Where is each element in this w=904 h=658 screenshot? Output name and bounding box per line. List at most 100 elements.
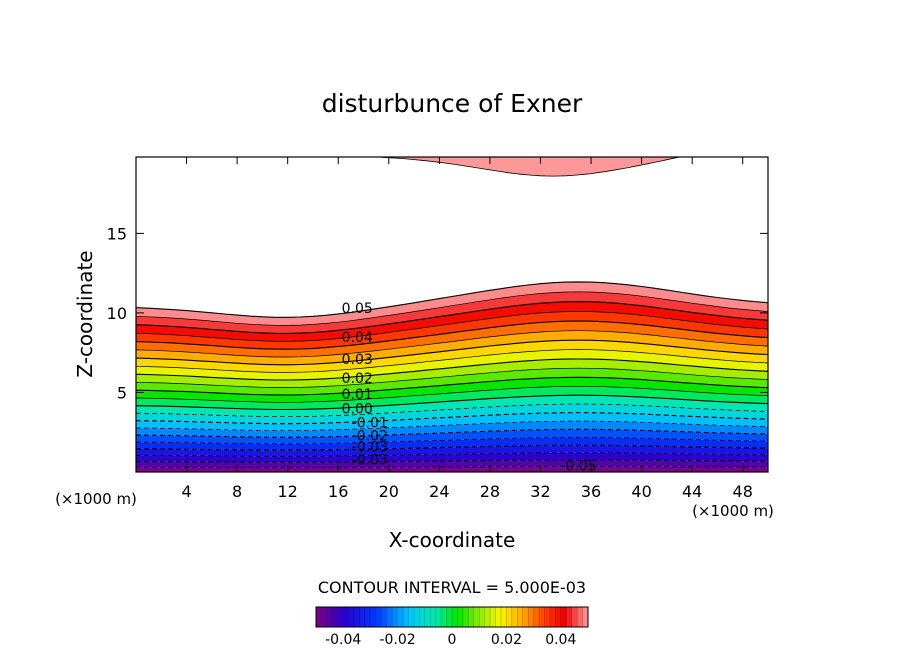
colorbar-swatch [506, 607, 513, 627]
x-tick-label: 48 [733, 482, 753, 501]
contour-line [136, 444, 768, 451]
colorbar-swatch [539, 607, 545, 627]
contour-band [136, 395, 768, 417]
y-tick-label: 5 [117, 383, 127, 402]
colorbar-swatch [495, 607, 502, 627]
colorbar-swatch [549, 607, 556, 627]
contour-band [136, 421, 768, 438]
contour-line [136, 394, 768, 411]
contour-label: -0.02 [352, 428, 388, 444]
contour-lines [136, 281, 768, 468]
contour-band [136, 412, 768, 431]
contour-line [136, 339, 768, 366]
contour-line [136, 437, 768, 445]
colorbar-swatch [555, 607, 562, 627]
upper-positive-region [376, 157, 680, 177]
contour-line [136, 420, 768, 431]
colorbar-swatch [473, 607, 480, 627]
colorbar-swatch [511, 607, 518, 627]
contour-line [136, 403, 768, 418]
x-tick-label: 32 [530, 482, 550, 501]
x-tick-label: 8 [232, 482, 242, 501]
colorbar-swatch [337, 607, 344, 627]
colorbar-swatch [435, 607, 442, 627]
contour-band [136, 340, 768, 373]
contour-label: 0.04 [342, 330, 373, 346]
colorbar-frame [315, 606, 589, 628]
colorbar-swatch [343, 607, 349, 627]
contour-line [136, 412, 768, 425]
x-tick-label: 4 [181, 482, 191, 501]
colorbar-swatch [424, 607, 431, 627]
colorbar-swatch [397, 607, 404, 627]
colorbar-ticks: -0.04 -0.02 0 0.02 0.04 [325, 632, 576, 648]
contour-label: -0.01 [352, 416, 388, 432]
contour-band [136, 301, 768, 342]
colorbar-tick-label: 0.04 [545, 632, 576, 648]
x-axis-label: X-coordinate [389, 528, 516, 552]
colorbar-swatch [446, 607, 453, 627]
x-tick-label: 16 [328, 482, 348, 501]
contour-label: 0.02 [342, 371, 373, 387]
colorbar-swatch [457, 607, 464, 627]
contour-band [136, 386, 768, 410]
y-ticks: 5 10 15 [107, 224, 768, 402]
x-tick-label: 44 [682, 482, 702, 501]
contour-line [136, 349, 768, 373]
colorbar-swatch [484, 607, 491, 627]
contour-interval-label: CONTOUR INTERVAL = 5.000E-03 [318, 578, 586, 597]
colorbar-swatch [359, 607, 366, 627]
colorbar-tick-label: 0.02 [491, 632, 522, 648]
contour-band [136, 368, 768, 395]
x-unit-left: (×1000 m) [55, 490, 137, 508]
colorbar-swatch [571, 607, 578, 627]
contour-band [136, 459, 768, 468]
contour-line [136, 301, 768, 334]
contour-band [136, 377, 768, 403]
contour-band [136, 321, 768, 357]
colorbar-swatch [392, 607, 398, 627]
x-tick-label: 12 [278, 482, 298, 501]
colorbar-swatch [528, 607, 534, 627]
contour-line [136, 330, 768, 358]
colorbar-swatch [375, 607, 382, 627]
x-tick-label: 20 [379, 482, 399, 501]
colorbar-swatch [468, 607, 475, 627]
contour-labels: 0.050.040.030.020.010.00-0.01-0.02-0.03-… [342, 301, 597, 475]
colorbar-swatch [386, 607, 393, 627]
colorbar-swatch [566, 607, 572, 627]
colorbar-swatch [490, 607, 496, 627]
colorbar-swatch [441, 607, 447, 627]
colorbar-swatch [381, 607, 388, 627]
contour-band [136, 311, 768, 350]
colorbar-swatch [321, 607, 328, 627]
colorbar-swatch [533, 607, 540, 627]
x-tick-label: 28 [480, 482, 500, 501]
contour-line [136, 466, 768, 468]
colorbar-swatch [403, 607, 409, 627]
colorbar-swatch [354, 607, 360, 627]
colorbar-swatch [452, 607, 458, 627]
y-tick-label: 10 [107, 304, 127, 323]
colorbar-swatch [413, 607, 420, 627]
colorbar-swatch [560, 607, 567, 627]
colorbar-swatch [419, 607, 426, 627]
colorbar-swatch [326, 607, 333, 627]
colorbar-swatch [332, 607, 339, 627]
colorbar-swatch [316, 607, 322, 627]
x-tick-label: 24 [429, 482, 449, 501]
contour-line [136, 428, 768, 438]
x-tick-label: 36 [581, 482, 601, 501]
colorbar-tick-label: -0.04 [325, 632, 361, 648]
colorbar-swatch [522, 607, 529, 627]
contour-label: 0.05 [342, 301, 373, 317]
contour-line [136, 385, 768, 403]
x-tick-label: 40 [631, 482, 651, 501]
contour-label: 0.03 [342, 352, 373, 368]
plot-frame [135, 156, 769, 473]
colorbar-swatch [348, 607, 355, 627]
contour-band [136, 429, 768, 444]
colorbar-swatch [479, 607, 485, 627]
